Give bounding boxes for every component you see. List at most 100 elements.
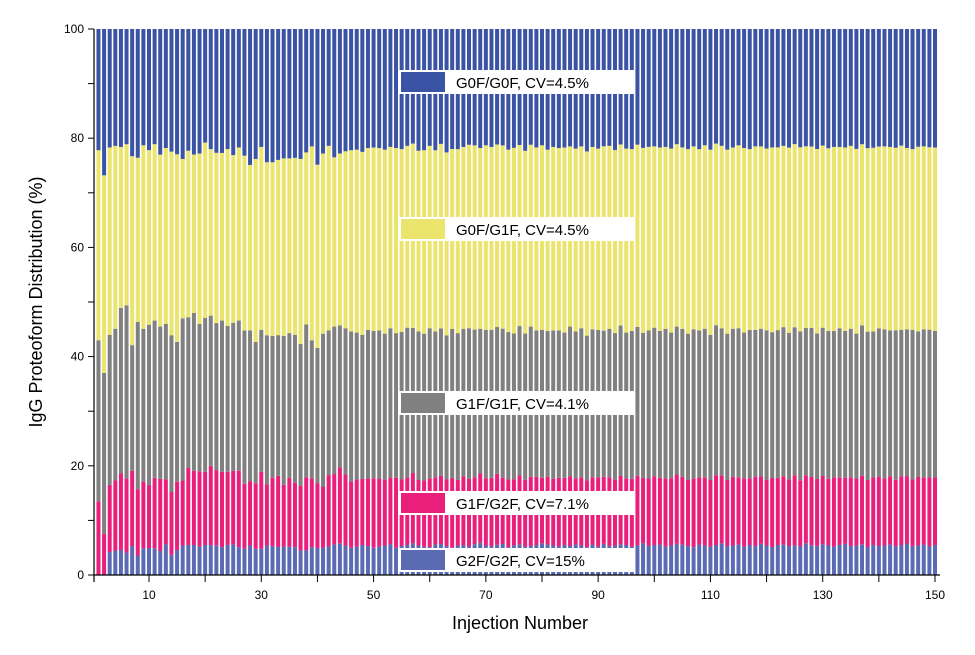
- bar-segment-g1f-g2f: [685, 480, 690, 547]
- bar-segment-g0f-g1f: [225, 149, 230, 327]
- bar-segment-g0f-g0f: [197, 29, 202, 154]
- bar-segment-g0f-g0f: [910, 29, 915, 150]
- bar-segment-g0f-g0f: [332, 29, 337, 158]
- legend-item-g1f-g1f: G1F/G1F, CV=4.1%: [398, 391, 634, 415]
- bar-segment-g0f-g0f: [191, 29, 196, 155]
- bar-segment-g0f-g1f: [860, 144, 865, 326]
- bar-segment-g0f-g1f: [377, 148, 382, 331]
- bar-segment-g1f-g2f: [725, 480, 730, 547]
- bar-segment-g0f-g0f: [815, 29, 820, 149]
- x-tick-label: 130: [813, 588, 833, 602]
- bar-segment-g1f-g1f: [169, 335, 174, 493]
- bar-segment-g0f-g1f: [764, 148, 769, 331]
- y-tick-label: 80: [71, 131, 85, 145]
- bar-segment-g0f-g1f: [259, 146, 264, 330]
- bar-segment-g1f-g2f: [180, 480, 185, 546]
- bar-segment-g1f-g1f: [916, 331, 921, 477]
- bar-segment-g1f-g2f: [337, 467, 342, 544]
- bar-segment-g0f-g0f: [646, 29, 651, 147]
- bar-segment-g1f-g2f: [691, 478, 696, 548]
- legend-swatch: [401, 219, 445, 239]
- bar-segment-g0f-g0f: [680, 29, 685, 148]
- bar-segment-g2f-g2f: [292, 547, 297, 575]
- bar-segment-g0f-g1f: [719, 145, 724, 329]
- bar-segment-g0f-g1f: [113, 145, 118, 329]
- bar-segment-g0f-g0f: [281, 29, 286, 159]
- bar-segment-g1f-g2f: [848, 477, 853, 547]
- bar-segment-g0f-g0f: [730, 29, 735, 148]
- bar-segment-g0f-g1f: [343, 151, 348, 329]
- bar-segment-g0f-g1f: [169, 151, 174, 336]
- bar-segment-g1f-g2f: [264, 484, 269, 546]
- bar-segment-g2f-g2f: [343, 545, 348, 575]
- bar-segment-g0f-g0f: [371, 29, 376, 148]
- bar-segment-g1f-g1f: [843, 330, 848, 478]
- bar-segment-g1f-g2f: [742, 478, 747, 547]
- bar-segment-g0f-g1f: [725, 149, 730, 334]
- bar-segment-g0f-g1f: [197, 153, 202, 324]
- bar-segment-g0f-g1f: [927, 147, 932, 330]
- bar-segment-g0f-g0f: [702, 29, 707, 146]
- legend-label: G1F/G2F, CV=7.1%: [456, 496, 589, 513]
- bar-segment-g2f-g2f: [315, 547, 320, 575]
- bar-segment-g0f-g0f: [697, 29, 702, 150]
- bar-segment-g0f-g0f: [388, 29, 393, 147]
- bar-segment-g0f-g1f: [163, 148, 168, 324]
- legend-item-g2f-g2f: G2F/G2F, CV=15%: [398, 548, 634, 572]
- bar-segment-g0f-g0f: [882, 29, 887, 147]
- bar-segment-g0f-g0f: [860, 29, 865, 145]
- bar-segment-g0f-g1f: [242, 155, 247, 331]
- bar-segment-g0f-g1f: [815, 149, 820, 334]
- bar-segment-g1f-g2f: [758, 476, 763, 544]
- bar-segment-g2f-g2f: [130, 546, 135, 575]
- bar-segment-g1f-g2f: [315, 483, 320, 548]
- bar-segment-g0f-g0f: [292, 29, 297, 158]
- bar-segment-g2f-g2f: [882, 545, 887, 575]
- bar-segment-g0f-g0f: [781, 29, 786, 146]
- bar-segment-g0f-g0f: [876, 29, 881, 147]
- bar-segment-g2f-g2f: [837, 544, 842, 575]
- bar-segment-g2f-g2f: [893, 546, 898, 575]
- bar-segment-g2f-g2f: [742, 546, 747, 575]
- bar-segment-g1f-g2f: [708, 480, 713, 547]
- bar-segment-g1f-g1f: [736, 328, 741, 478]
- bar-segment-g1f-g1f: [888, 330, 893, 477]
- bar-segment-g0f-g1f: [360, 151, 365, 335]
- bar-segment-g1f-g2f: [865, 479, 870, 547]
- bar-segment-g0f-g1f: [135, 157, 140, 322]
- bar-segment-g0f-g1f: [236, 147, 241, 321]
- bar-segment-g1f-g1f: [276, 335, 281, 476]
- bar-segment-g0f-g1f: [787, 147, 792, 333]
- bar-segment-g0f-g1f: [775, 147, 780, 331]
- bar-segment-g0f-g0f: [343, 29, 348, 152]
- bar-segment-g2f-g2f: [113, 550, 118, 575]
- bar-segment-g0f-g0f: [175, 29, 180, 155]
- bar-segment-g1f-g2f: [102, 534, 107, 575]
- bar-segment-g1f-g2f: [219, 471, 224, 548]
- bar-segment-g0f-g0f: [854, 29, 859, 149]
- bar-segment-g0f-g1f: [876, 146, 881, 329]
- bar-segment-g2f-g2f: [888, 544, 893, 575]
- bar-segment-g1f-g1f: [365, 329, 370, 479]
- bar-segment-g0f-g1f: [921, 146, 926, 330]
- x-tick-label: 50: [367, 588, 381, 602]
- bar-segment-g1f-g1f: [309, 340, 314, 479]
- bar-segment-g0f-g0f: [231, 29, 236, 156]
- bar-segment-g2f-g2f: [680, 544, 685, 575]
- bar-segment-g0f-g0f: [102, 29, 107, 176]
- bar-segment-g1f-g2f: [815, 479, 820, 547]
- bar-segment-g0f-g1f: [730, 147, 735, 329]
- bar-segment-g1f-g2f: [248, 481, 253, 546]
- bar-segment-g1f-g2f: [635, 475, 640, 546]
- bar-segment-g1f-g2f: [130, 470, 135, 547]
- bar-segment-g0f-g0f: [270, 29, 275, 163]
- bar-segment-g1f-g2f: [394, 477, 399, 548]
- bar-segment-g0f-g0f: [871, 29, 876, 148]
- bar-segment-g0f-g1f: [933, 147, 937, 331]
- bar-segment-g2f-g2f: [236, 547, 241, 575]
- bar-segment-g0f-g0f: [180, 29, 185, 159]
- bar-segment-g2f-g2f: [781, 544, 786, 575]
- x-tick-label: 90: [591, 588, 605, 602]
- bar-segment-g1f-g1f: [124, 305, 129, 479]
- bar-segment-g0f-g1f: [702, 145, 707, 329]
